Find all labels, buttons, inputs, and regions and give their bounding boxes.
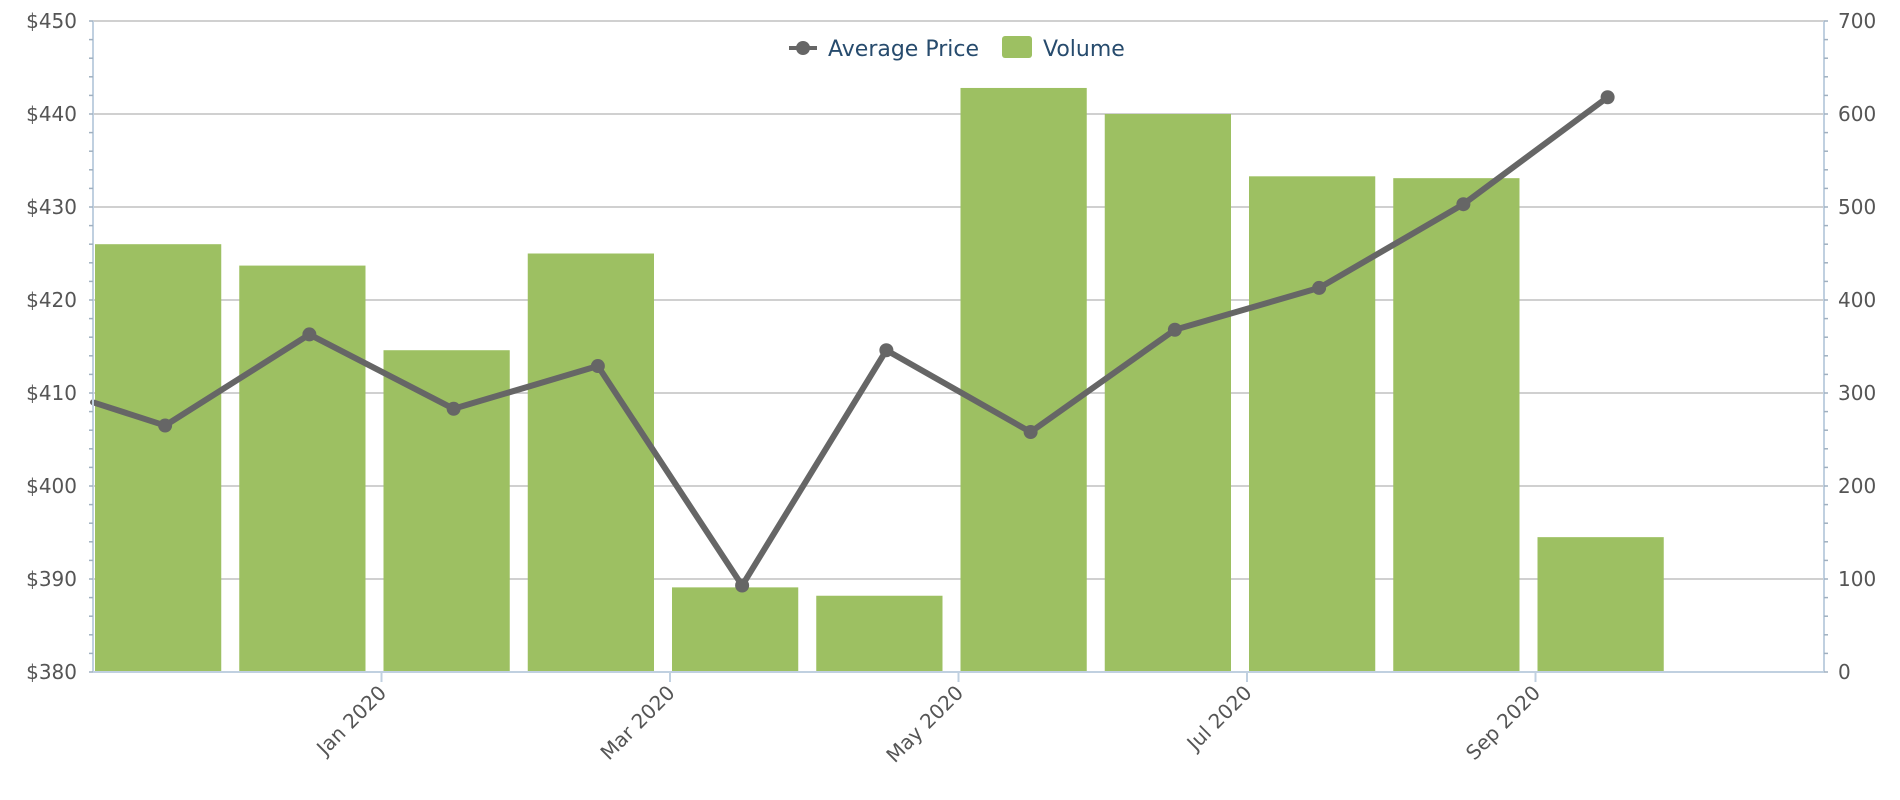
volume-bar <box>1249 176 1376 672</box>
x-axis-tick-label: Mar 2020 <box>595 681 679 765</box>
average-price-point <box>735 578 750 593</box>
volume-bar <box>527 253 654 672</box>
x-axis-tick-label: Sep 2020 <box>1461 681 1545 765</box>
left-axis-tick-label: $380 <box>26 660 77 684</box>
volume-bar <box>1393 178 1520 673</box>
average-price-point <box>590 359 605 374</box>
average-price-point <box>879 343 894 358</box>
volume-bar <box>239 265 366 672</box>
volume-bars <box>95 87 1664 673</box>
volume-bar <box>816 595 943 672</box>
volume-bar <box>672 587 799 672</box>
average-price-line <box>90 90 1615 593</box>
average-price-point <box>302 327 317 342</box>
volume-bar <box>95 244 222 672</box>
average-price-series-line <box>90 94 1611 589</box>
x-axis-tick-label: May 2020 <box>881 681 968 768</box>
legend: Average Price Volume <box>789 36 1125 62</box>
legend-bar-swatch <box>1002 36 1032 58</box>
right-axis-tick-label: 300 <box>1838 381 1876 405</box>
right-axis-tick-label: 400 <box>1838 288 1876 312</box>
average-price-point <box>446 401 461 416</box>
right-axis-tick-label: 500 <box>1838 195 1876 219</box>
left-axis-tick-label: $440 <box>26 102 77 126</box>
legend-item-volume[interactable]: Volume <box>1002 36 1125 62</box>
average-price-point <box>1312 280 1327 295</box>
average-price-point <box>1456 197 1471 212</box>
average-price-point <box>158 418 173 433</box>
left-axis-tick-label: $400 <box>26 474 77 498</box>
legend-label-average-price: Average Price <box>828 37 979 62</box>
volume-bar <box>1537 537 1664 672</box>
average-price-point <box>1023 425 1038 440</box>
left-axis-tick-label: $410 <box>26 381 77 405</box>
right-axis-tick-label: 600 <box>1838 102 1876 126</box>
legend-item-average-price[interactable]: Average Price <box>789 37 979 62</box>
average-price-point <box>1167 322 1182 337</box>
right-axis-tick-label: 0 <box>1838 660 1851 684</box>
volume-bar <box>1104 114 1231 672</box>
right-axis-tick-label: 700 <box>1838 9 1876 33</box>
right-axis-tick-label: 100 <box>1838 567 1876 591</box>
average-price-point <box>1600 90 1615 105</box>
x-axis-tick-label: Jul 2020 <box>1181 681 1257 757</box>
volume-bar <box>960 87 1087 672</box>
left-axis-tick-label: $420 <box>26 288 77 312</box>
left-axis-tick-label: $450 <box>26 9 77 33</box>
left-axis-tick-label: $430 <box>26 195 77 219</box>
left-axis-tick-label: $390 <box>26 567 77 591</box>
right-axis-tick-label: 200 <box>1838 474 1876 498</box>
x-axis-tick-label: Jan 2020 <box>310 681 391 762</box>
legend-label-volume: Volume <box>1043 37 1125 62</box>
legend-point-marker <box>796 41 810 55</box>
